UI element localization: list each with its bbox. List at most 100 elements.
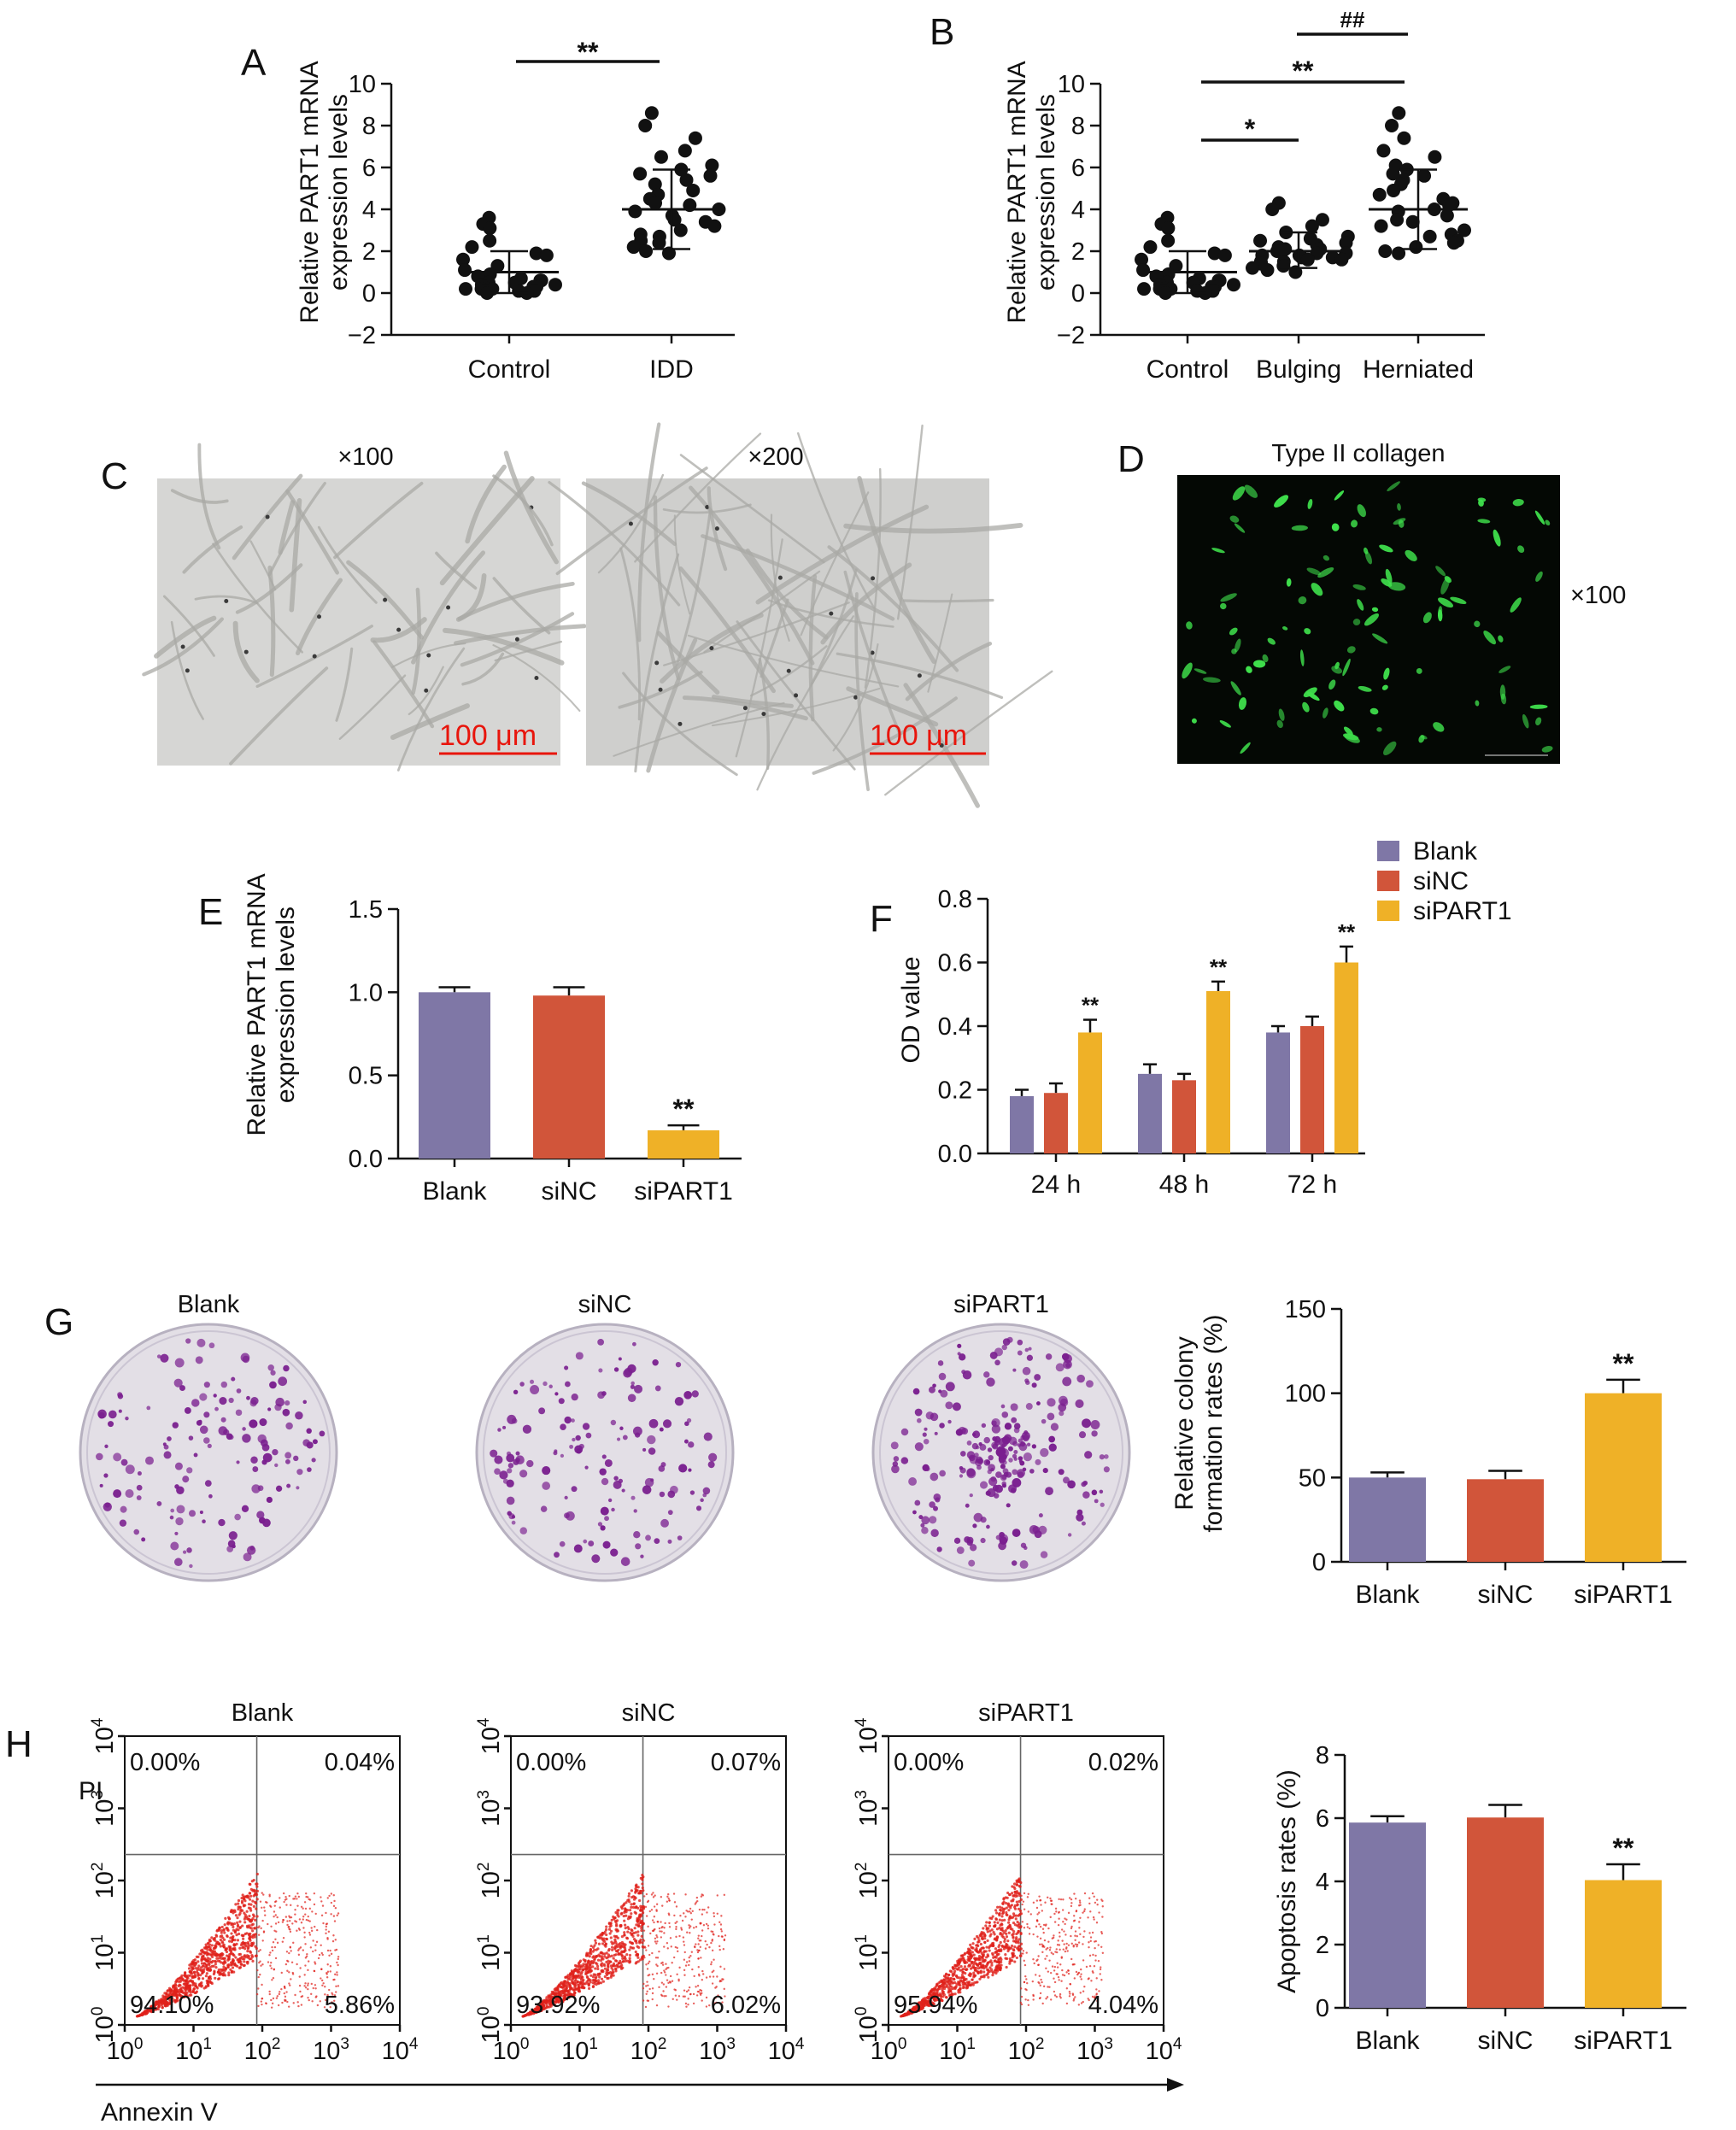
event xyxy=(193,1970,196,1974)
colony xyxy=(980,1481,988,1489)
event xyxy=(325,1928,327,1931)
event xyxy=(1078,1921,1081,1923)
event xyxy=(1011,1951,1014,1955)
event xyxy=(191,1981,195,1985)
tick-exponent: 0 xyxy=(475,2007,493,2016)
event xyxy=(1056,1973,1059,1975)
event xyxy=(677,1995,681,1998)
tick-exponent: 1 xyxy=(589,2035,598,2053)
event xyxy=(1064,1933,1067,1936)
event xyxy=(589,1974,593,1977)
event xyxy=(702,1923,706,1927)
colony xyxy=(1011,1417,1018,1423)
colony xyxy=(506,1453,515,1463)
tick-exponent: 2 xyxy=(272,2035,281,2053)
fluorescent-cell xyxy=(1229,627,1238,636)
event xyxy=(941,1981,945,1985)
event xyxy=(696,1949,699,1951)
event xyxy=(636,1953,640,1957)
event xyxy=(573,1969,577,1973)
event xyxy=(1043,1939,1047,1942)
event xyxy=(172,1984,175,1987)
event xyxy=(259,1973,261,1976)
event xyxy=(628,1909,632,1912)
colony xyxy=(985,1459,990,1465)
colony xyxy=(120,1505,127,1513)
event xyxy=(1075,1910,1078,1913)
event xyxy=(1012,1936,1015,1939)
fluorescent-cell xyxy=(1535,571,1543,582)
event xyxy=(1000,1923,1004,1927)
event xyxy=(245,1945,249,1948)
event xyxy=(647,1984,649,1986)
event xyxy=(335,1991,337,1993)
colony xyxy=(688,1441,695,1448)
colony xyxy=(156,1354,161,1358)
panel-label-b: B xyxy=(930,11,954,53)
colony xyxy=(1040,1447,1049,1458)
colony xyxy=(981,1423,987,1429)
event xyxy=(724,1934,727,1937)
colony xyxy=(306,1428,312,1435)
event xyxy=(697,1943,700,1945)
colony xyxy=(141,1537,146,1542)
event xyxy=(642,1982,645,1986)
colony xyxy=(588,1540,595,1547)
colony xyxy=(971,1432,976,1437)
event xyxy=(623,1910,626,1914)
event xyxy=(167,1989,170,1992)
colony xyxy=(945,1382,955,1392)
event xyxy=(973,1981,976,1985)
colony xyxy=(506,1451,512,1456)
event xyxy=(1040,1904,1042,1906)
colony xyxy=(542,1466,551,1476)
fluorescent-cell xyxy=(1211,548,1225,554)
colony xyxy=(96,1452,103,1461)
event xyxy=(969,1949,972,1952)
event xyxy=(1021,1903,1023,1906)
event xyxy=(229,1968,232,1971)
colony xyxy=(659,1491,666,1498)
event xyxy=(1042,1931,1045,1934)
cell xyxy=(758,658,770,771)
event xyxy=(219,1955,222,1958)
colony xyxy=(173,1558,183,1567)
x-tick-label: siNC xyxy=(542,1177,597,1206)
event xyxy=(169,2001,173,2005)
event xyxy=(1003,1907,1006,1910)
event xyxy=(165,2000,168,2004)
event xyxy=(707,1927,710,1930)
x-tick-label: 103 xyxy=(313,2035,349,2065)
cell xyxy=(613,701,785,757)
bar xyxy=(1300,1026,1324,1153)
event xyxy=(627,1894,630,1898)
event xyxy=(658,1927,661,1930)
colony xyxy=(202,1519,206,1524)
panel-label-g: G xyxy=(44,1301,73,1343)
nucleus xyxy=(658,687,663,692)
colony xyxy=(634,1384,643,1394)
cell xyxy=(197,443,221,550)
event xyxy=(1058,1979,1060,1981)
event xyxy=(988,1945,992,1948)
event xyxy=(1094,1901,1097,1904)
event xyxy=(973,1937,976,1940)
event xyxy=(185,1982,189,1986)
cell xyxy=(827,545,959,672)
event xyxy=(255,1926,258,1928)
event xyxy=(641,1945,644,1949)
fluorescent-cell xyxy=(1437,609,1443,622)
fluorescent-cell xyxy=(1529,704,1548,709)
colony xyxy=(952,1402,961,1411)
colony xyxy=(975,1445,980,1450)
event xyxy=(1097,1959,1100,1963)
colony xyxy=(507,1463,514,1469)
event xyxy=(307,1987,309,1991)
event xyxy=(1025,1978,1028,1980)
scalebar-label-left: 100 μm xyxy=(439,719,537,752)
event xyxy=(607,1971,610,1975)
data-point xyxy=(1265,202,1280,216)
event xyxy=(314,1961,316,1963)
event xyxy=(254,1954,257,1957)
event xyxy=(197,1964,201,1968)
